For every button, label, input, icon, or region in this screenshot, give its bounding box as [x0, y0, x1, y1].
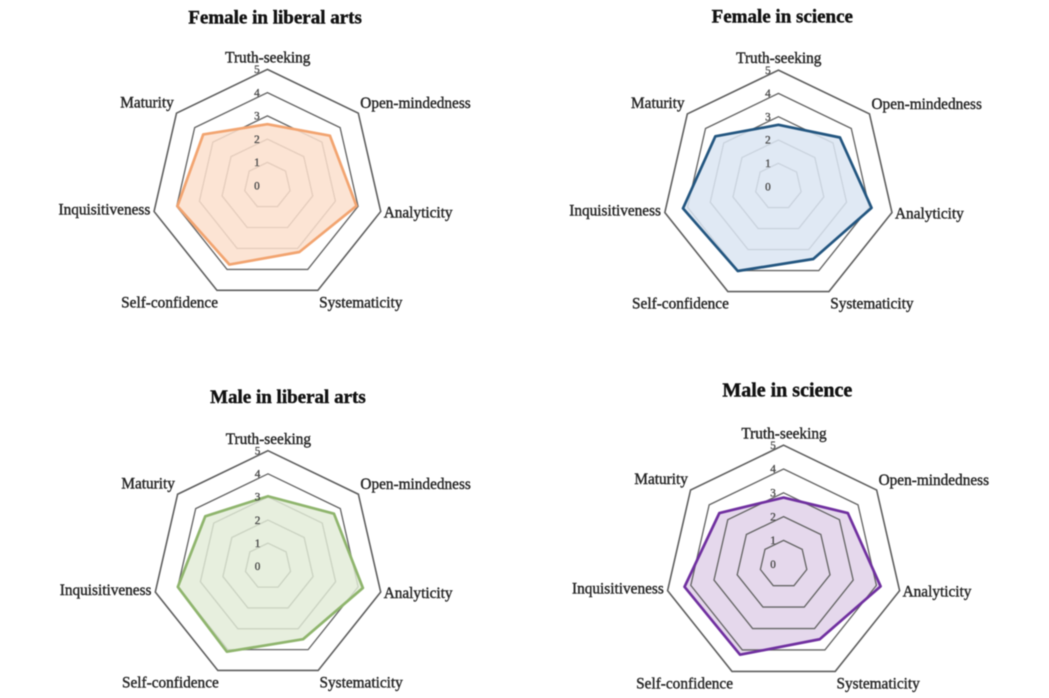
- svg-text:Maturity: Maturity: [631, 95, 685, 112]
- svg-text:4: 4: [254, 87, 260, 99]
- svg-text:Systematicity: Systematicity: [830, 296, 914, 313]
- svg-text:1: 1: [254, 157, 260, 169]
- svg-text:Truth-seeking: Truth-seeking: [741, 425, 827, 442]
- svg-text:0: 0: [765, 181, 771, 193]
- svg-text:3: 3: [765, 111, 771, 123]
- svg-text:5: 5: [254, 64, 260, 76]
- svg-text:1: 1: [770, 535, 776, 547]
- svg-text:Inquisitiveness: Inquisitiveness: [59, 201, 151, 218]
- svg-text:4: 4: [765, 88, 771, 100]
- svg-text:3: 3: [254, 111, 260, 123]
- svg-text:4: 4: [255, 469, 261, 481]
- svg-text:0: 0: [255, 561, 261, 573]
- svg-text:Self-confidence: Self-confidence: [632, 296, 729, 313]
- svg-text:Male in liberal arts: Male in liberal arts: [210, 387, 366, 408]
- svg-text:Truth-seeking: Truth-seeking: [225, 49, 311, 66]
- svg-text:Female in liberal arts: Female in liberal arts: [188, 8, 362, 29]
- svg-text:Truth-seeking: Truth-seeking: [226, 431, 312, 448]
- svg-text:3: 3: [770, 488, 776, 500]
- svg-text:Maturity: Maturity: [121, 475, 175, 492]
- svg-text:Male in science: Male in science: [722, 379, 852, 401]
- svg-text:Inquisitiveness: Inquisitiveness: [60, 582, 152, 599]
- svg-text:0: 0: [254, 180, 260, 192]
- svg-text:Maturity: Maturity: [120, 94, 174, 111]
- svg-text:Analyticity: Analyticity: [895, 206, 964, 223]
- svg-text:Self-confidence: Self-confidence: [636, 676, 733, 693]
- svg-text:Inquisitiveness: Inquisitiveness: [572, 581, 664, 598]
- svg-text:Analyticity: Analyticity: [384, 585, 453, 602]
- svg-text:Inquisitiveness: Inquisitiveness: [569, 202, 661, 219]
- svg-text:Truth-seeking: Truth-seeking: [736, 50, 822, 67]
- svg-text:Self-confidence: Self-confidence: [121, 294, 218, 311]
- svg-text:Open-mindedness: Open-mindedness: [872, 96, 983, 113]
- svg-text:Open-mindedness: Open-mindedness: [879, 472, 990, 489]
- svg-text:1: 1: [255, 538, 261, 550]
- svg-text:Self-confidence: Self-confidence: [122, 675, 219, 692]
- svg-text:2: 2: [255, 515, 261, 527]
- svg-text:2: 2: [770, 511, 776, 523]
- svg-text:Open-mindedness: Open-mindedness: [360, 95, 471, 112]
- svg-text:Systematicity: Systematicity: [837, 676, 921, 693]
- svg-text:5: 5: [255, 445, 261, 457]
- svg-text:Maturity: Maturity: [634, 471, 688, 488]
- svg-text:0: 0: [770, 559, 776, 571]
- svg-text:3: 3: [255, 492, 261, 504]
- svg-text:5: 5: [770, 440, 776, 452]
- svg-text:Female in science: Female in science: [712, 7, 853, 28]
- svg-text:1: 1: [765, 158, 771, 170]
- svg-text:Systematicity: Systematicity: [320, 675, 404, 692]
- svg-text:5: 5: [765, 65, 771, 77]
- svg-text:4: 4: [770, 464, 776, 476]
- svg-text:Analyticity: Analyticity: [903, 584, 972, 601]
- svg-text:2: 2: [765, 135, 771, 147]
- svg-text:Analyticity: Analyticity: [384, 205, 453, 222]
- svg-text:Open-mindedness: Open-mindedness: [360, 476, 471, 493]
- svg-text:Systematicity: Systematicity: [319, 294, 403, 311]
- svg-text:2: 2: [254, 134, 260, 146]
